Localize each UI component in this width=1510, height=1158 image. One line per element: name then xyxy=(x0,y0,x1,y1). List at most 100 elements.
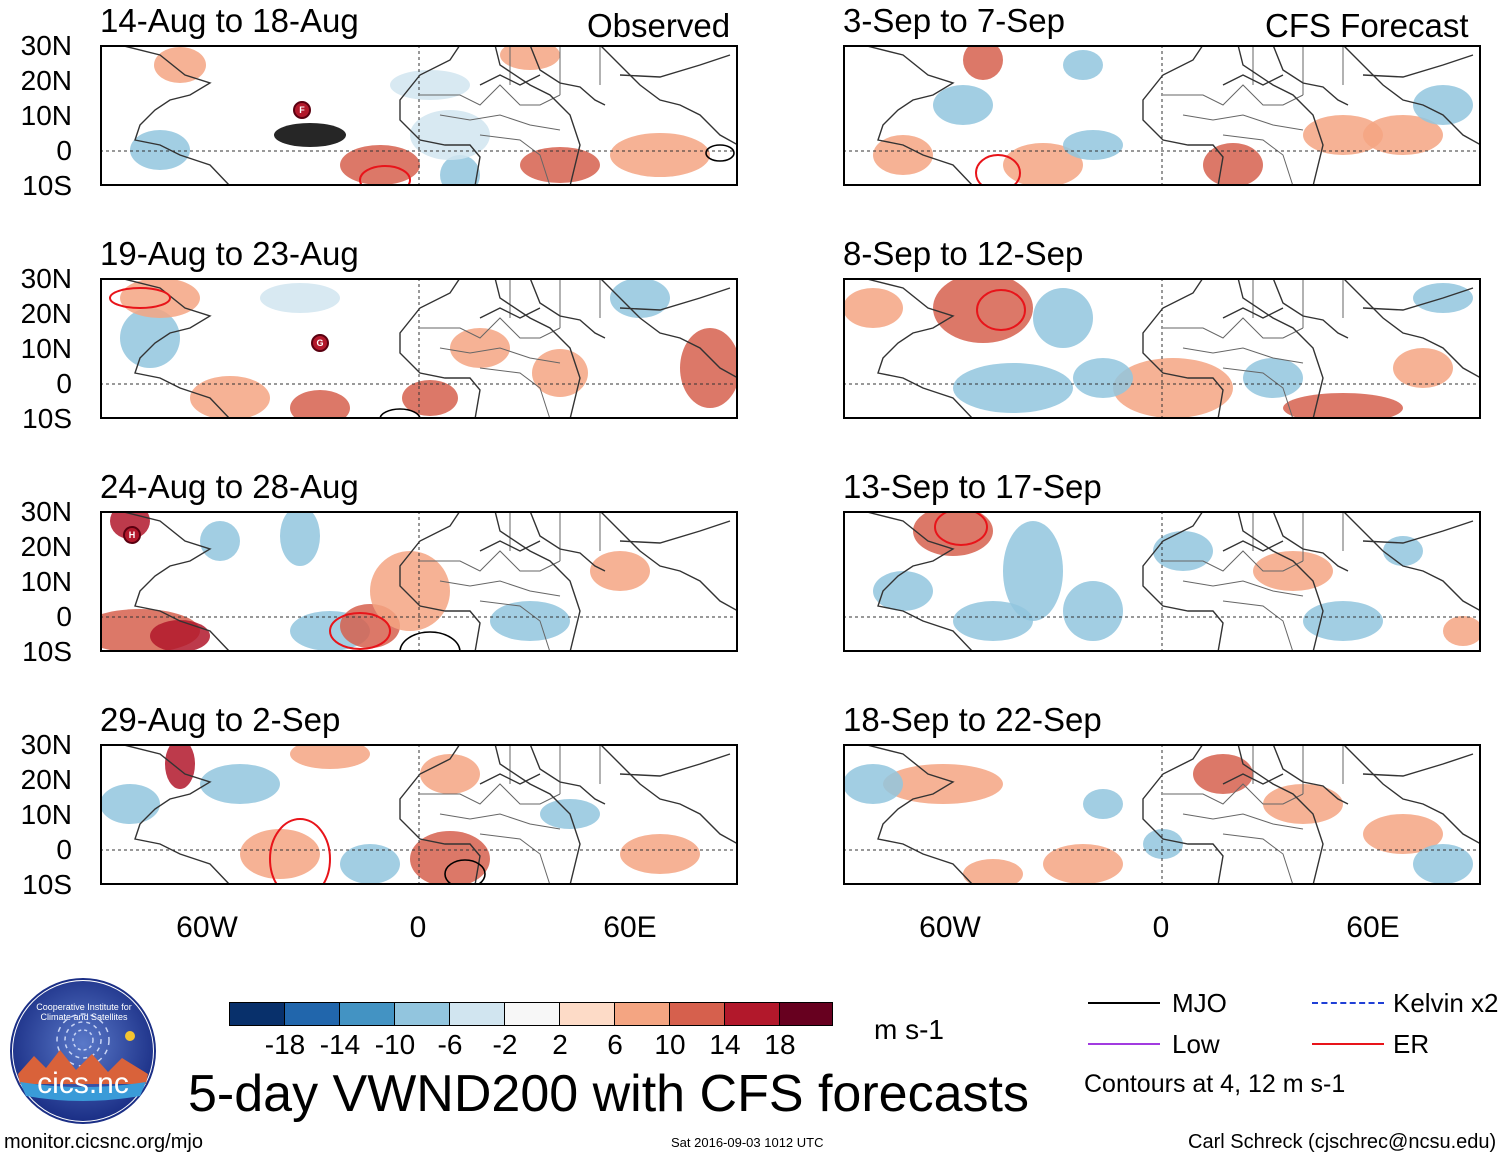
lat-label: 10S xyxy=(22,170,72,201)
mjo-contour xyxy=(379,408,421,419)
anomaly-patch xyxy=(240,829,320,879)
footer-timestamp: Sat 2016-09-03 1012 UTC xyxy=(671,1135,824,1150)
footer-url: monitor.cicsnc.org/mjo xyxy=(4,1131,203,1153)
anomaly-patch xyxy=(610,278,670,318)
lat-label: 0 xyxy=(56,368,72,399)
colorbar-swatch xyxy=(339,1002,395,1026)
anomaly-patch xyxy=(680,328,738,408)
anomaly-patch xyxy=(390,70,470,100)
mjo-contour xyxy=(705,144,735,162)
anomaly-patch xyxy=(1393,348,1453,388)
colorbar-swatch xyxy=(559,1002,615,1026)
colorbar-tick-label: -10 xyxy=(374,1029,416,1060)
anomaly-patch xyxy=(165,744,195,789)
er-contour xyxy=(975,154,1021,186)
anomaly-patch xyxy=(1363,814,1443,854)
colorbar-tick-label: -2 xyxy=(492,1029,518,1060)
anomaly-patch xyxy=(190,376,270,419)
lat-label: 10S xyxy=(22,869,72,900)
er-contour xyxy=(976,289,1026,331)
lat-label: 20N xyxy=(20,298,72,329)
anomaly-patch xyxy=(370,551,450,631)
anomaly-patch xyxy=(130,130,190,170)
legend-label-kelvin: Kelvin x2 xyxy=(1393,988,1499,1018)
colorbar-tick-label: 10 xyxy=(654,1029,686,1060)
anomaly-patch xyxy=(933,85,993,125)
er-contour xyxy=(934,511,988,546)
map-graphic xyxy=(100,511,738,652)
storm-marker-icon: F xyxy=(293,101,311,119)
mjo-contour xyxy=(399,631,461,652)
legend-line-kelvin xyxy=(1312,1002,1384,1004)
anomaly-patch xyxy=(1033,288,1093,348)
map-graphic xyxy=(100,45,738,186)
anomaly-patch xyxy=(913,511,993,556)
lat-label: 10N xyxy=(20,333,72,364)
colorbar-tick-label: 2 xyxy=(552,1029,568,1060)
panel-title-forecast-4: 18-Sep to 22-Sep xyxy=(843,701,1102,738)
lat-label: 30N xyxy=(20,30,72,61)
anomaly-patch xyxy=(1143,829,1183,859)
panel-title-observed-2: 19-Aug to 23-Aug xyxy=(100,235,359,272)
colorbar-tick-label: 14 xyxy=(709,1029,741,1060)
anomaly-patch xyxy=(1203,143,1263,186)
storm-marker-icon: H xyxy=(123,526,141,544)
anomaly-patch xyxy=(1073,358,1133,398)
anomaly-patch xyxy=(440,155,480,186)
lat-label: 20N xyxy=(20,764,72,795)
colorbar-swatch xyxy=(669,1002,725,1026)
colorbar-swatch xyxy=(614,1002,670,1026)
anomaly-patch xyxy=(933,278,1033,343)
map-panel-observed-2: G xyxy=(100,278,738,419)
anomaly-patch xyxy=(1363,115,1443,155)
er-contour xyxy=(359,165,411,186)
anomaly-patch xyxy=(963,45,1003,80)
anomaly-patch xyxy=(500,45,560,70)
anomaly-patch xyxy=(873,135,933,175)
anomaly-patch xyxy=(1443,616,1481,646)
anomaly-patch xyxy=(410,110,490,160)
panel-title-observed-1: 14-Aug to 18-Aug xyxy=(100,2,359,39)
anomaly-patch xyxy=(1413,85,1473,125)
map-graphic xyxy=(100,744,738,885)
anomaly-patch xyxy=(490,601,570,641)
er-contour xyxy=(329,612,391,650)
anomaly-patch xyxy=(120,308,180,368)
map-graphic xyxy=(843,511,1481,652)
anomaly-patch xyxy=(520,147,600,183)
lat-label: 20N xyxy=(20,531,72,562)
lat-label: 30N xyxy=(20,496,72,527)
lat-label: 0 xyxy=(56,834,72,865)
anomaly-patch xyxy=(843,764,903,804)
anomaly-patch xyxy=(1243,358,1303,398)
anomaly-patch xyxy=(963,859,1023,885)
colorbar-tick-label: 6 xyxy=(607,1029,623,1060)
lat-label: 10N xyxy=(20,566,72,597)
lat-label: 30N xyxy=(20,263,72,294)
lon-label-0-left: 0 xyxy=(409,911,427,944)
map-panel-forecast-2 xyxy=(843,278,1481,419)
lat-label: 10S xyxy=(22,403,72,434)
anomaly-patch xyxy=(610,133,710,177)
lat-label: 10N xyxy=(20,100,72,131)
colorbar-tick-label: 18 xyxy=(764,1029,796,1060)
anomaly-patch xyxy=(340,844,400,884)
colorbar-swatch xyxy=(449,1002,505,1026)
map-panel-observed-4 xyxy=(100,744,738,885)
lat-label: 0 xyxy=(56,135,72,166)
footer-author: Carl Schreck (cjschrec@ncsu.edu) xyxy=(1188,1131,1497,1153)
anomaly-patch xyxy=(150,620,210,652)
anomaly-patch xyxy=(290,390,350,419)
colorbar-swatch xyxy=(724,1002,780,1026)
main-title: 5-day VWND200 with CFS forecasts xyxy=(188,1065,1029,1123)
anomaly-patch xyxy=(420,754,480,794)
er-contour xyxy=(109,287,171,309)
lat-label: 0 xyxy=(56,601,72,632)
anomaly-patch xyxy=(883,764,1003,804)
map-graphic xyxy=(100,278,738,419)
lat-label: 30N xyxy=(20,729,72,760)
cfs-forecast-label: CFS Forecast xyxy=(1265,7,1469,44)
colorbar-swatch xyxy=(394,1002,450,1026)
panel-title-observed-3: 24-Aug to 28-Aug xyxy=(100,468,359,505)
anomaly-patch xyxy=(340,145,420,185)
